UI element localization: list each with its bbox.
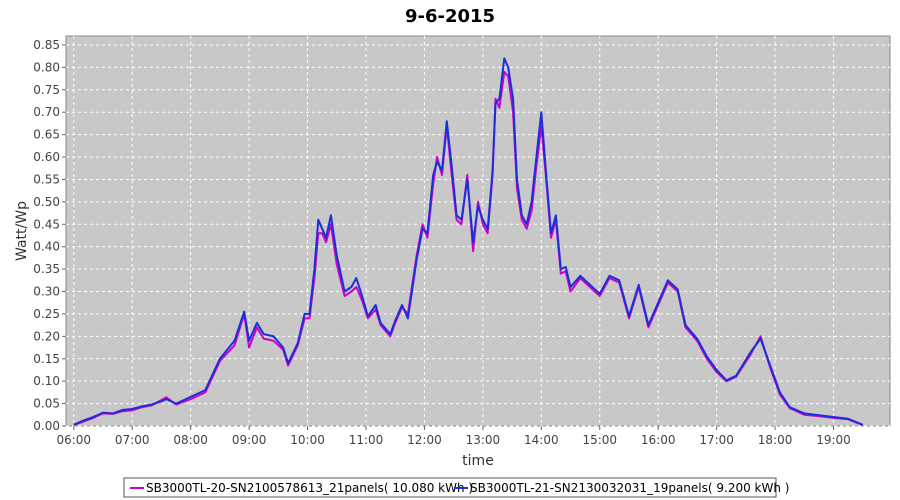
y-tick-label: 0.85: [33, 38, 60, 52]
series-line-2: [73, 57, 864, 426]
x-tick-label: 12:00: [407, 433, 442, 447]
x-tick-label: 09:00: [232, 433, 267, 447]
y-tick-label: 0.00: [33, 419, 60, 433]
y-tick-label: 0.20: [33, 329, 60, 343]
legend: SB3000TL-20-SN2100578613_21panels( 10.08…: [123, 477, 789, 498]
legend-box: [123, 477, 777, 498]
y-axis-title: Watt/Wp: [14, 201, 30, 261]
y-tick-label: 0.55: [33, 172, 60, 186]
legend-label-2: SB3000TL-21-SN2130032031_19panels( 9.200…: [470, 481, 789, 495]
x-tick-label: 15:00: [582, 433, 617, 447]
x-tick-label: 11:00: [349, 433, 384, 447]
y-tick-label: 0.40: [33, 240, 60, 254]
y-tick-label: 0.65: [33, 128, 60, 142]
y-tick-label: 0.15: [33, 352, 60, 366]
x-tick-label: 13:00: [466, 433, 501, 447]
x-tick-label: 06:00: [56, 433, 91, 447]
y-tick-label: 0.50: [33, 195, 60, 209]
y-tick-label: 0.25: [33, 307, 60, 321]
y-tick-label: 0.45: [33, 217, 60, 231]
legend-label-1: SB3000TL-20-SN2100578613_21panels( 10.08…: [146, 481, 473, 495]
x-tick-label: 07:00: [115, 433, 150, 447]
y-tick-label: 0.35: [33, 262, 60, 276]
plot-area: [65, 35, 891, 427]
x-tick-label: 10:00: [290, 433, 325, 447]
y-tick-label: 0.10: [33, 374, 60, 388]
x-tick-label: 19:00: [816, 433, 851, 447]
y-tick-label: 0.75: [33, 83, 60, 97]
y-tick-label: 0.80: [33, 60, 60, 74]
x-tick-label: 14:00: [524, 433, 559, 447]
series-group: [73, 57, 864, 427]
x-tick-label: 18:00: [758, 433, 793, 447]
x-axis: 06:00 07:00 08:00 09:00 10:00 11:00 12:00 13:00…: [56, 426, 851, 447]
x-tick-label: 16:00: [641, 433, 676, 447]
y-axis: 0.00 0.05 0.10 0.15 0.20 0.25 0.30 0.35 0.40 0.45…: [33, 38, 66, 433]
y-tick-label: 0.05: [33, 397, 60, 411]
x-tick-label: 17:00: [699, 433, 734, 447]
x-tick-label: 08:00: [173, 433, 208, 447]
chart-title: 9-6-2015: [405, 6, 495, 27]
x-axis-title: time: [462, 453, 494, 469]
y-tick-label: 0.60: [33, 150, 60, 164]
y-tick-label: 0.30: [33, 285, 60, 299]
y-tick-label: 0.70: [33, 105, 60, 119]
